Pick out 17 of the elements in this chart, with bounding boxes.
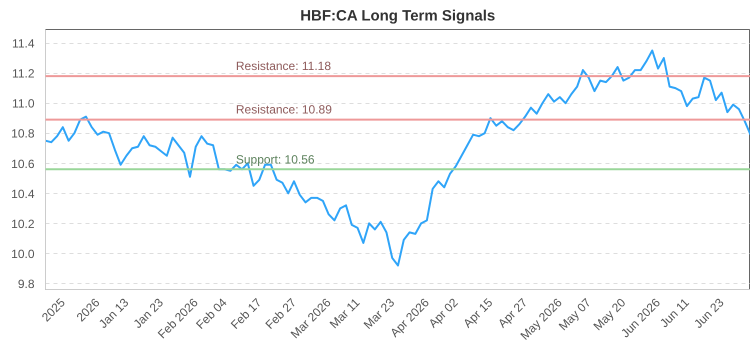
y-tick-label: 9.8: [18, 276, 35, 291]
x-tick-label: Apr 15: [460, 295, 496, 330]
y-tick-label: 10.8: [11, 126, 35, 141]
x-tick-label: Jun 23: [691, 295, 727, 331]
y-tick-label: 11.0: [12, 96, 35, 111]
y-tick-label: 10.6: [11, 156, 35, 171]
ref-line-label: Resistance: 10.89: [236, 102, 332, 117]
line-series: [46, 50, 750, 266]
y-tick-label: 10.4: [11, 186, 35, 201]
chart-title: HBF:CA Long Term Signals: [300, 8, 496, 24]
ref-line-label: Support: 10.56: [236, 152, 315, 166]
y-tick-label: 10.0: [11, 246, 35, 261]
y-tick-label: 11.4: [12, 36, 35, 51]
x-tick-label: Feb 17: [228, 295, 264, 332]
ref-line-label: Resistance: 11.18: [236, 59, 332, 74]
y-tick-label: 11.2: [12, 66, 35, 81]
y-tick-label: 10.2: [11, 216, 35, 231]
